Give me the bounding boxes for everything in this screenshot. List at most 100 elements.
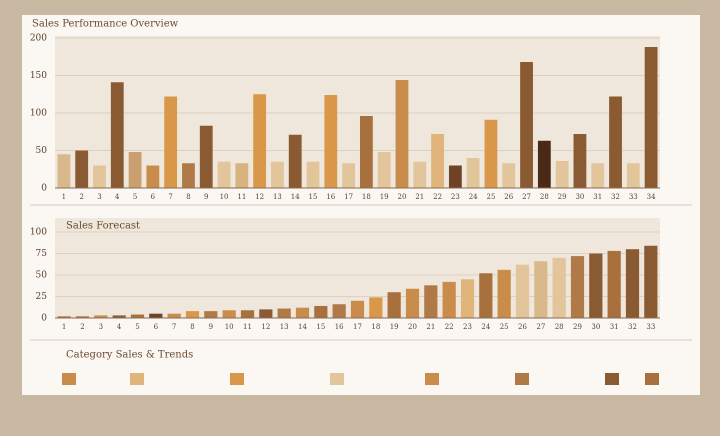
bar [57, 154, 71, 188]
bar [607, 250, 621, 318]
bar [94, 315, 108, 318]
x-tick-label: 15 [309, 193, 318, 201]
footer-title: Category Sales & Trends [66, 350, 193, 361]
x-tick-label: 16 [326, 193, 335, 201]
bar [240, 310, 255, 318]
x-tick-label: 12 [255, 193, 264, 201]
bar [259, 309, 273, 318]
y-tick-label: 100 [30, 228, 47, 238]
x-tick-label: 32 [628, 323, 637, 331]
y-tick-label: 50 [36, 271, 48, 281]
x-tick-label: 24 [469, 193, 478, 201]
bar [112, 315, 126, 318]
bar [164, 96, 178, 188]
x-tick-label: 24 [481, 323, 490, 331]
bar [253, 94, 267, 188]
x-tick-label: 14 [291, 193, 300, 201]
x-tick-label: 18 [362, 193, 371, 201]
bar [405, 288, 420, 318]
x-tick-label: 10 [225, 323, 234, 331]
bar [57, 316, 71, 318]
bar [448, 165, 462, 188]
x-tick-label: 4 [115, 193, 120, 201]
x-tick-label: 27 [522, 193, 531, 201]
bar [626, 163, 640, 188]
bar [199, 125, 213, 188]
bar [75, 150, 89, 188]
bar [359, 116, 373, 188]
bar [128, 152, 142, 188]
plot-bg [55, 36, 660, 188]
bar [167, 313, 181, 318]
bar [497, 269, 511, 318]
bar [644, 245, 658, 318]
x-tick-label: 8 [186, 193, 190, 201]
x-tick-label: 6 [151, 193, 156, 201]
bar [424, 285, 438, 318]
x-tick-label: 23 [463, 323, 472, 331]
x-tick-label: 4 [117, 323, 122, 331]
x-tick-label: 34 [647, 193, 656, 201]
bar [288, 134, 302, 188]
x-tick-label: 22 [433, 193, 442, 201]
bar [591, 163, 605, 188]
x-tick-label: 28 [555, 323, 564, 331]
bar [502, 163, 516, 188]
bar [442, 281, 456, 318]
bar [644, 47, 658, 188]
x-tick-label: 19 [380, 193, 389, 201]
x-tick-label: 15 [316, 323, 325, 331]
bar [377, 152, 391, 188]
bar [589, 253, 603, 318]
bar [182, 163, 195, 188]
bar [306, 161, 320, 188]
bar [387, 292, 401, 318]
bar [271, 161, 284, 188]
x-tick-label: 9 [204, 193, 208, 201]
x-tick-label: 31 [610, 323, 619, 331]
bar [460, 279, 475, 318]
x-tick-label: 2 [79, 193, 83, 201]
y-tick-label: 150 [30, 71, 47, 81]
x-tick-label: 6 [154, 323, 159, 331]
bar [75, 316, 90, 318]
bar [332, 304, 346, 318]
x-tick-label: 10 [220, 193, 229, 201]
bar [130, 314, 145, 318]
bar [204, 311, 218, 318]
x-tick-label: 26 [504, 193, 513, 201]
bar [217, 161, 231, 188]
x-tick-label: 5 [135, 323, 139, 331]
y-tick-label: 25 [36, 292, 48, 302]
x-tick-label: 1 [62, 193, 66, 201]
y-tick-label: 50 [36, 146, 48, 156]
x-tick-label: 7 [172, 323, 176, 331]
bar [431, 134, 444, 188]
x-tick-label: 9 [209, 323, 213, 331]
x-tick-label: 18 [371, 323, 380, 331]
y-tick-label: 75 [36, 249, 48, 259]
x-tick-label: 32 [611, 193, 620, 201]
bar [324, 95, 338, 188]
x-tick-label: 33 [629, 193, 638, 201]
bar [552, 257, 566, 318]
x-tick-label: 5 [133, 193, 137, 201]
x-tick-label: 27 [536, 323, 545, 331]
bar [295, 307, 310, 318]
bar [515, 264, 530, 318]
bar [222, 310, 236, 318]
x-tick-label: 3 [97, 193, 101, 201]
x-tick-label: 8 [190, 323, 194, 331]
bar [185, 311, 200, 318]
bar [573, 134, 587, 188]
x-tick-label: 28 [540, 193, 549, 201]
bar [570, 256, 585, 318]
bar [555, 161, 569, 188]
x-tick-label: 7 [168, 193, 172, 201]
y-tick-label: 100 [30, 109, 47, 119]
bar [314, 305, 328, 318]
x-tick-label: 12 [261, 323, 270, 331]
footer-icons [62, 373, 659, 385]
x-tick-label: 29 [558, 193, 567, 201]
bar [110, 82, 124, 188]
